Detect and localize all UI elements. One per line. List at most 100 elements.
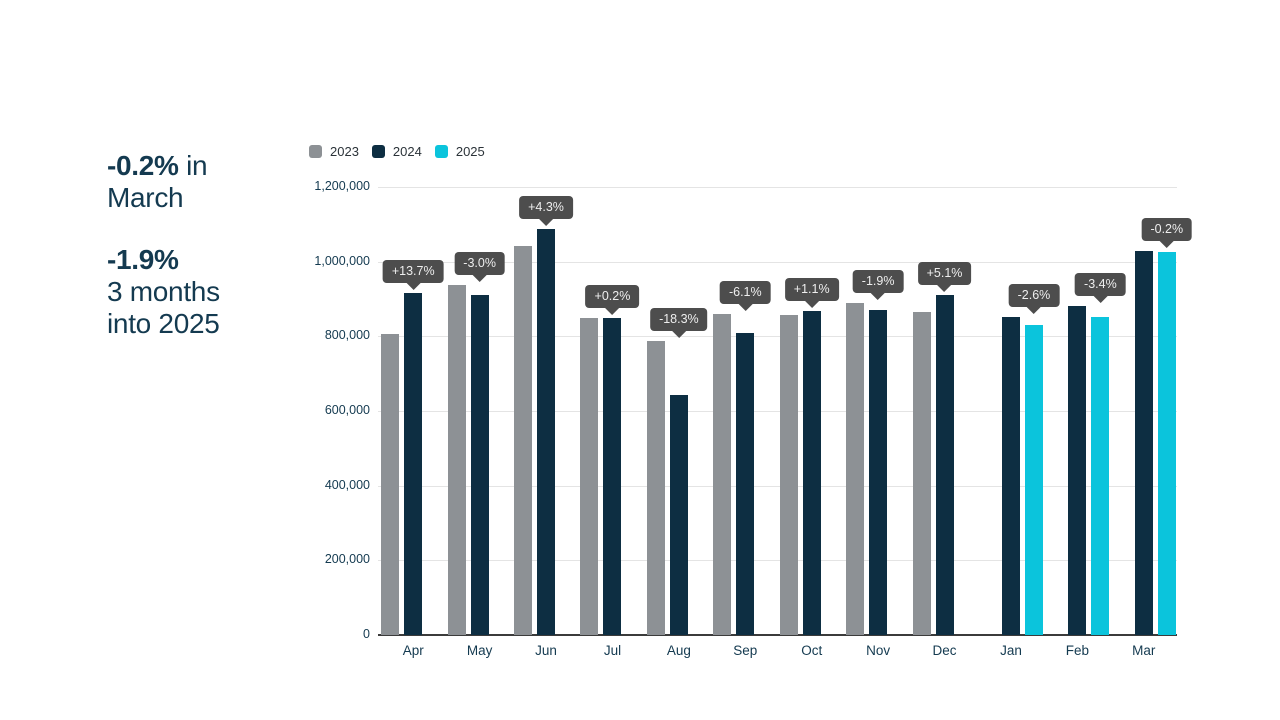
legend-swatch-icon bbox=[309, 145, 322, 158]
pct-change-label: -1.9% bbox=[852, 270, 904, 294]
pct-change-callout-mar: -0.2% bbox=[1141, 217, 1193, 248]
bar-2024-aug bbox=[669, 394, 688, 635]
x-axis-label-mar: Mar bbox=[1132, 643, 1156, 658]
takeaway-ytd-value: -1.9% bbox=[107, 244, 179, 275]
takeaway-ytd-text: 3 months into 2025 bbox=[107, 276, 220, 339]
pct-change-callout-feb: -3.4% bbox=[1075, 272, 1126, 303]
callout-pointer-icon bbox=[804, 301, 819, 309]
pct-change-label: -6.1% bbox=[719, 280, 771, 304]
pct-change-label: +0.2% bbox=[585, 284, 640, 308]
gridline bbox=[378, 560, 1177, 562]
x-axis-label-jul: Jul bbox=[603, 643, 622, 658]
x-axis-label-jan: Jan bbox=[1000, 643, 1022, 658]
pct-change-label: +1.1% bbox=[784, 278, 839, 302]
bar-2024-sep bbox=[736, 333, 755, 635]
bar-2024-dec bbox=[935, 295, 954, 635]
y-axis-tick-label: 600,000 bbox=[324, 403, 370, 417]
bar-2023-oct bbox=[779, 314, 798, 635]
pct-change-label: -2.6% bbox=[1008, 283, 1060, 307]
bar-2024-nov bbox=[869, 309, 888, 635]
pct-change-label: -3.0% bbox=[454, 251, 505, 275]
bar-2024-jan bbox=[1001, 316, 1020, 635]
callout-pointer-icon bbox=[406, 283, 421, 291]
callout-pointer-icon bbox=[605, 307, 620, 315]
bar-2024-oct bbox=[802, 311, 821, 635]
legend-label: 2025 bbox=[455, 144, 485, 159]
bar-2023-may bbox=[447, 284, 466, 635]
y-axis-tick-label: 1,000,000 bbox=[314, 253, 370, 268]
takeaway-march-value: -0.2% bbox=[107, 150, 179, 181]
legend-label: 2024 bbox=[392, 144, 422, 159]
legend-swatch-icon bbox=[371, 145, 385, 158]
bar-2023-dec bbox=[912, 311, 931, 635]
bar-2024-apr bbox=[404, 293, 423, 635]
bar-2024-jun bbox=[537, 229, 556, 635]
pct-change-label: +4.3% bbox=[519, 196, 573, 220]
gridline bbox=[378, 411, 1177, 412]
bar-2023-nov bbox=[846, 303, 865, 635]
callout-pointer-icon bbox=[1159, 240, 1174, 248]
bar-2023-jun bbox=[514, 245, 533, 635]
gridline bbox=[378, 485, 1177, 487]
y-axis-tick-label: 200,000 bbox=[324, 552, 370, 567]
legend-item-2024: 2024 bbox=[371, 144, 422, 159]
legend-item-2025: 2025 bbox=[434, 144, 485, 159]
x-axis-line bbox=[378, 634, 1177, 636]
x-axis-label-sep: Sep bbox=[733, 643, 758, 658]
gridline bbox=[378, 187, 1177, 188]
takeaway-march-text: in March bbox=[107, 150, 208, 213]
chart-legend: 2023 2024 2025 bbox=[309, 144, 485, 159]
x-axis-label-jun: Jun bbox=[535, 643, 557, 658]
x-axis-label-may: May bbox=[466, 643, 493, 658]
y-axis-tick-label: 400,000 bbox=[324, 477, 370, 492]
bar-2023-jul bbox=[580, 318, 599, 635]
bar-2023-apr bbox=[381, 334, 400, 635]
pct-change-label: +5.1% bbox=[917, 262, 972, 286]
x-axis-label-dec: Dec bbox=[932, 643, 957, 658]
x-axis-label-oct: Oct bbox=[801, 643, 823, 658]
takeaway-ytd: -1.9% 3 months into 2025 bbox=[107, 244, 259, 340]
x-axis-label-apr: Apr bbox=[402, 643, 424, 658]
legend-label: 2023 bbox=[330, 144, 359, 159]
bar-2024-jul bbox=[603, 317, 622, 635]
callout-pointer-icon bbox=[1093, 295, 1108, 303]
callout-pointer-icon bbox=[671, 331, 686, 339]
callout-pointer-icon bbox=[472, 274, 487, 282]
bar-2025-feb bbox=[1091, 316, 1110, 635]
pct-change-callout-aug: -18.3% bbox=[650, 308, 708, 339]
y-axis-tick-label: 0 bbox=[363, 627, 370, 641]
bar-2024-may bbox=[470, 295, 489, 635]
callout-pointer-icon bbox=[1026, 306, 1041, 314]
bar-2025-jan bbox=[1024, 325, 1043, 635]
legend-item-2023: 2023 bbox=[309, 144, 359, 159]
pct-change-callout-may: -3.0% bbox=[454, 251, 505, 282]
pct-change-callout-oct: +1.1% bbox=[784, 278, 839, 309]
gridline bbox=[378, 261, 1177, 263]
callout-pointer-icon bbox=[738, 303, 753, 311]
key-takeaways: -0.2% in March -1.9% 3 months into 2025 bbox=[107, 150, 259, 340]
bar-2023-sep bbox=[713, 313, 732, 635]
pct-change-callout-jul: +0.2% bbox=[585, 284, 640, 315]
pct-change-callout-apr: +13.7% bbox=[382, 260, 444, 291]
takeaway-march: -0.2% in March bbox=[107, 150, 259, 214]
pct-change-label: -3.4% bbox=[1075, 272, 1126, 296]
callout-pointer-icon bbox=[539, 219, 554, 227]
callout-pointer-icon bbox=[871, 293, 886, 301]
callout-pointer-icon bbox=[937, 285, 952, 293]
pct-change-callout-nov: -1.9% bbox=[852, 270, 904, 301]
y-axis-tick-label: 800,000 bbox=[324, 328, 370, 343]
bar-2023-aug bbox=[646, 341, 665, 635]
y-axis-tick-label: 1,200,000 bbox=[314, 179, 370, 193]
legend-swatch-icon bbox=[434, 145, 448, 158]
x-axis-label-nov: Nov bbox=[866, 643, 891, 658]
gridline bbox=[378, 336, 1177, 338]
pct-change-label: +13.7% bbox=[382, 260, 444, 284]
pct-change-callout-dec: +5.1% bbox=[917, 262, 972, 293]
bar-2024-feb bbox=[1068, 305, 1087, 635]
pct-change-label: -0.2% bbox=[1141, 217, 1193, 241]
pct-change-callout-jun: +4.3% bbox=[519, 196, 573, 227]
pct-change-label: -18.3% bbox=[650, 308, 708, 332]
bar-2024-mar bbox=[1134, 250, 1153, 635]
x-axis-label-feb: Feb bbox=[1065, 643, 1090, 658]
